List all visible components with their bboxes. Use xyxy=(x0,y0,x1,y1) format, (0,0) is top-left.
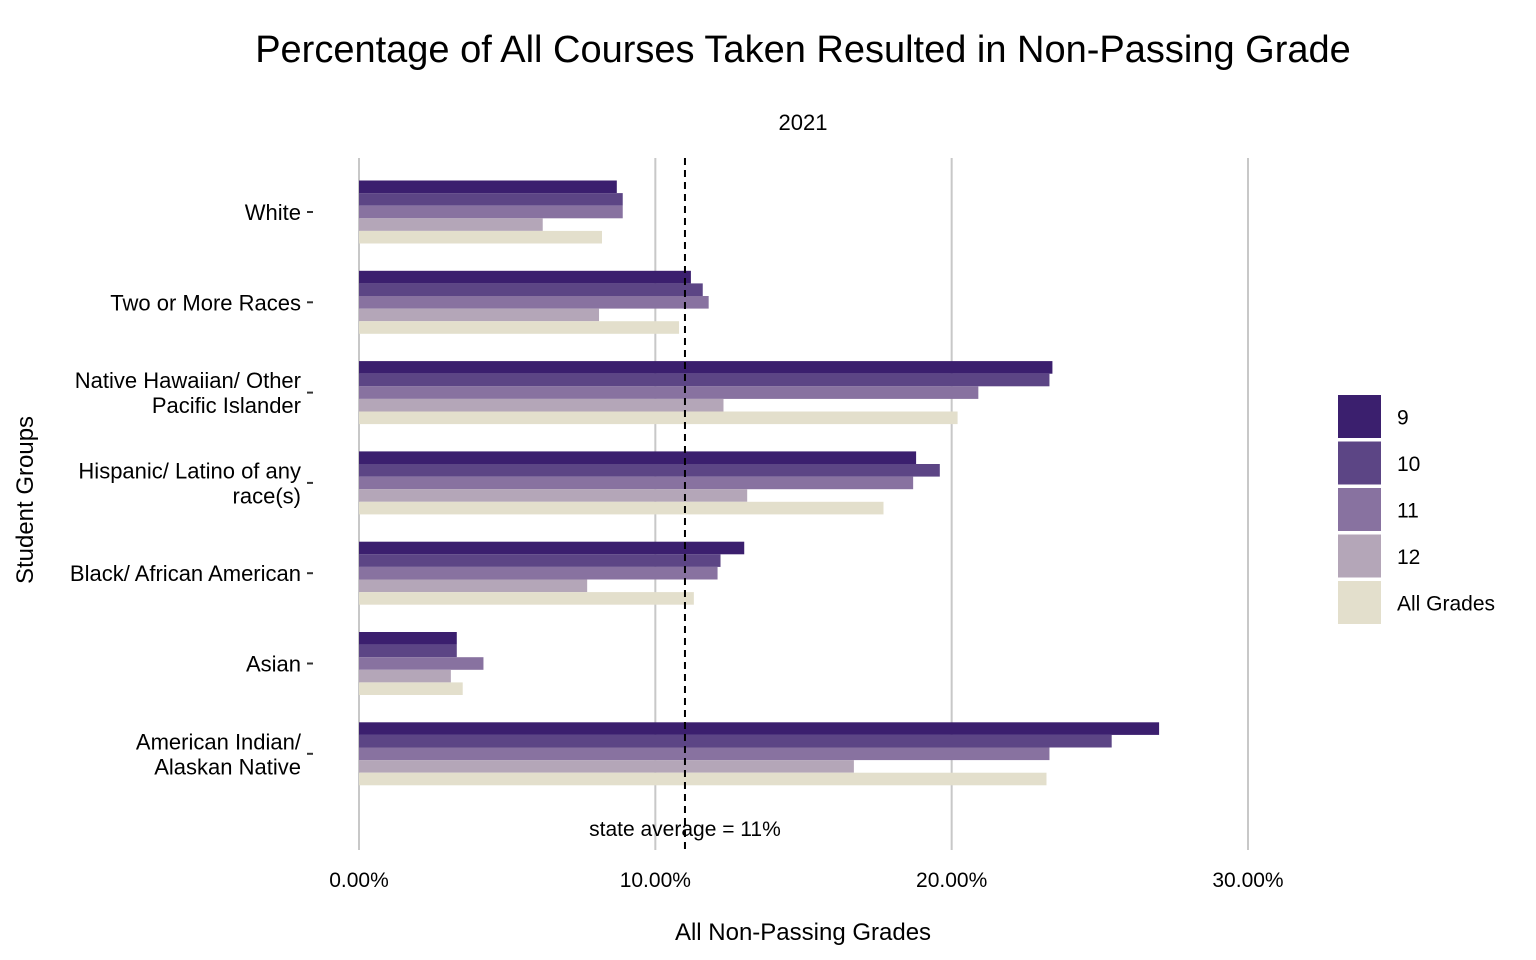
reference-line-group: state average = 11% xyxy=(589,158,781,850)
category-labels: White Two or More Races Native Hawaiian/ O… xyxy=(70,200,313,779)
bar-4-4 xyxy=(359,592,694,605)
bar-1-3 xyxy=(359,308,600,322)
category-label-3: Hispanic/ Latino of any race(s) xyxy=(78,458,301,508)
x-axis-label: All Non-Passing Grades xyxy=(675,919,931,946)
bar-5-4 xyxy=(359,682,463,695)
legend-label-2: 11 xyxy=(1397,500,1419,523)
legend-label-4: All Grades xyxy=(1397,593,1495,616)
category-label-2: Native Hawaiian/ Other Pacific Islander xyxy=(75,368,301,418)
category-label-0: White xyxy=(245,200,301,225)
bar-6-3 xyxy=(359,760,854,773)
reference-line-label: state average = 11% xyxy=(589,818,781,841)
bar-5-2 xyxy=(359,657,484,670)
bar-4-0 xyxy=(359,541,745,555)
bar-6-2 xyxy=(359,747,1050,761)
bar-1-1 xyxy=(359,283,703,296)
bar-3-2 xyxy=(359,476,914,490)
bar-3-3 xyxy=(359,489,748,502)
bar-3-0 xyxy=(359,451,917,464)
x-tick-label-1: 10.00% xyxy=(620,869,691,892)
category-label-4: Black/ African American xyxy=(70,561,301,586)
bar-2-3 xyxy=(359,398,724,412)
chart-title: Percentage of All Courses Taken Resulted… xyxy=(255,29,1351,71)
bar-4-3 xyxy=(359,579,588,593)
bar-0-3 xyxy=(359,218,543,231)
bar-5-1 xyxy=(359,644,457,658)
legend-label-3: 12 xyxy=(1397,546,1420,569)
bar-4-2 xyxy=(359,566,718,580)
category-label-1: Two or More Races xyxy=(110,290,301,315)
x-tick-label-2: 20.00% xyxy=(916,869,987,892)
bars xyxy=(359,180,1160,786)
bar-1-2 xyxy=(359,296,709,309)
bar-5-3 xyxy=(359,669,451,683)
bar-6-0 xyxy=(359,722,1160,735)
bar-4-1 xyxy=(359,554,721,567)
category-label-6: American Indian/Alaskan Native xyxy=(136,729,302,779)
legend-label-1: 10 xyxy=(1397,453,1420,476)
legend-key-1 xyxy=(1338,441,1381,485)
legend: 9 10 11 12 All Grades xyxy=(1338,395,1495,624)
bar-1-4 xyxy=(359,321,680,334)
bar-0-0 xyxy=(359,180,617,194)
legend-key-3 xyxy=(1338,534,1381,578)
chart-subtitle: 2021 xyxy=(779,110,828,135)
bar-3-4 xyxy=(359,501,884,515)
bar-2-1 xyxy=(359,373,1050,387)
bar-0-1 xyxy=(359,193,623,206)
bar-3-1 xyxy=(359,464,940,477)
bar-2-4 xyxy=(359,411,958,425)
category-label-5: Asian xyxy=(246,652,301,677)
x-tick-label-3: 30.00% xyxy=(1212,869,1283,892)
bar-6-1 xyxy=(359,734,1112,748)
legend-key-4 xyxy=(1338,581,1381,624)
bar-0-2 xyxy=(359,205,623,219)
legend-label-0: 9 xyxy=(1397,407,1409,430)
bar-2-2 xyxy=(359,386,979,399)
y-axis-label: Student Groups xyxy=(12,416,39,584)
legend-key-0 xyxy=(1338,395,1381,438)
bar-6-4 xyxy=(359,772,1047,786)
bar-0-4 xyxy=(359,230,602,244)
legend-key-2 xyxy=(1338,488,1381,531)
bar-1-0 xyxy=(359,270,691,284)
x-tick-label-0: 0.00% xyxy=(329,869,389,892)
x-tick-labels: 0.00% 10.00% 20.00% 30.00% xyxy=(329,869,1283,892)
bar-2-0 xyxy=(359,361,1053,374)
bar-5-0 xyxy=(359,632,457,645)
